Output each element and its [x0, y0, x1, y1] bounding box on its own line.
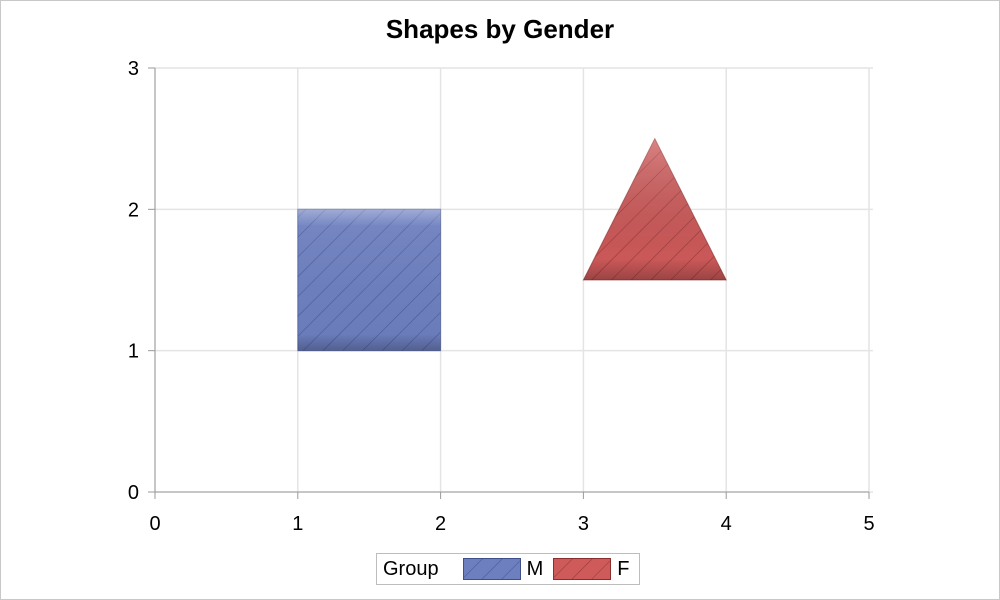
x-tick-label: 0: [149, 513, 160, 535]
x-tick-label: 1: [292, 513, 303, 535]
y-tick-label: 2: [128, 199, 139, 221]
y-tick-label: 3: [128, 58, 139, 80]
shape-square-m: [297, 208, 442, 352]
legend-swatch-f: [553, 558, 612, 580]
legend-item-m: M: [462, 557, 544, 581]
shape-triangle-f: [582, 137, 728, 281]
shape-shading: [297, 209, 441, 351]
y-tick-label: 1: [128, 341, 139, 363]
legend-label-m: M: [526, 557, 544, 580]
x-tick-label: 2: [435, 513, 446, 535]
x-tick-label: 3: [578, 513, 589, 535]
legend-item-f: F: [553, 558, 629, 581]
x-tick-label: 5: [863, 513, 874, 535]
legend-title: Group: [383, 557, 439, 580]
x-tick-label: 4: [721, 513, 732, 535]
legend-label-f: F: [617, 557, 630, 580]
shape-shading: [583, 138, 727, 280]
legend: Group M F: [376, 553, 641, 585]
chart-title: Shapes by Gender: [385, 14, 615, 44]
y-tick-label: 0: [128, 482, 139, 504]
legend-swatch-m: [462, 558, 521, 580]
